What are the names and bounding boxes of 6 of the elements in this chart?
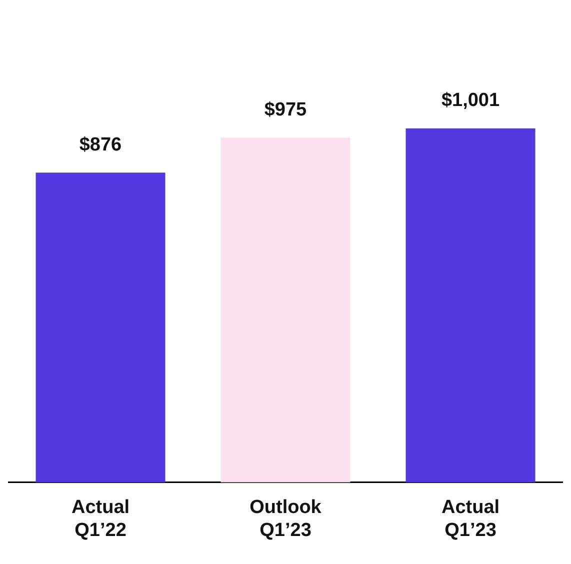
x-tick-label: Actual Q1’23 — [441, 497, 500, 541]
x-tick-label: Outlook Q1’23 — [250, 497, 322, 541]
data-label: $1,001 — [441, 90, 500, 112]
data-label: $876 — [79, 134, 122, 156]
x-tick-label: Actual Q1’22 — [71, 497, 130, 541]
data-label: $975 — [264, 99, 308, 120]
